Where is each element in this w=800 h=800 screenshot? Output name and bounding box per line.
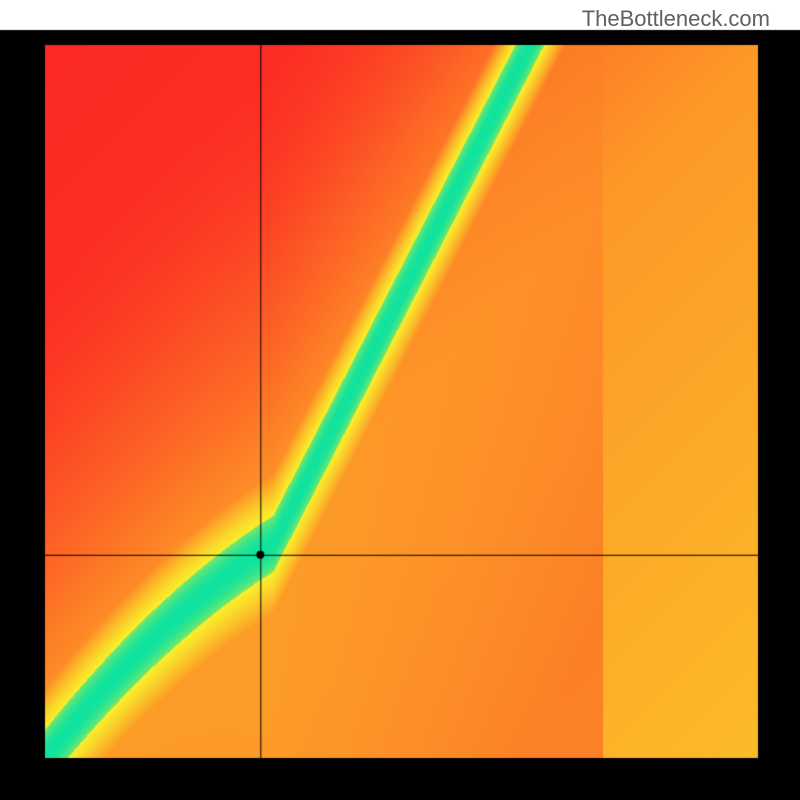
heatmap-canvas xyxy=(0,0,800,800)
attribution-label: TheBottleneck.com xyxy=(582,6,770,32)
bottleneck-heatmap: TheBottleneck.com xyxy=(0,0,800,800)
